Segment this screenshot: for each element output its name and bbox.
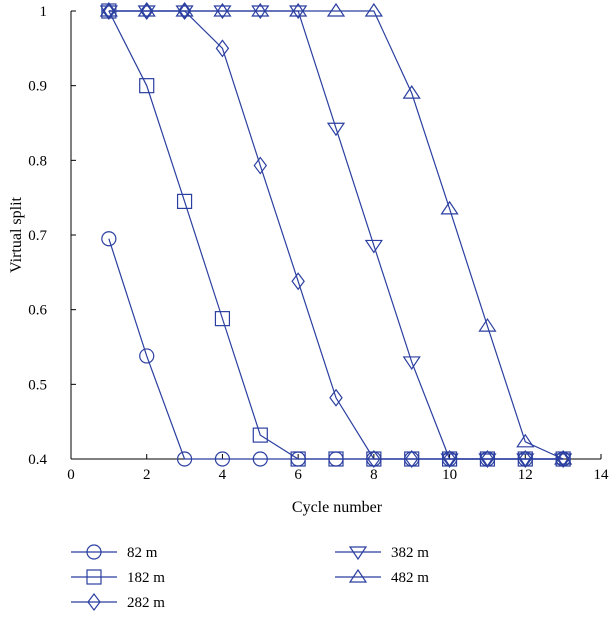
series-82m xyxy=(101,231,571,467)
x-tick-label: 8 xyxy=(370,467,378,483)
series-382m-point xyxy=(554,453,573,468)
series-482m-point xyxy=(478,318,497,332)
series-82m-point xyxy=(139,348,155,364)
series-182m-point xyxy=(176,193,193,209)
series-182m-line xyxy=(108,10,564,460)
series-182m-point xyxy=(252,427,268,443)
series-482m-point xyxy=(213,2,232,17)
y-tick-label: 0.9 xyxy=(28,79,47,95)
series-482m-point xyxy=(289,2,308,17)
series-282m-point xyxy=(215,39,230,58)
legend-82m: 82 m xyxy=(71,544,158,561)
series-282m xyxy=(102,1,570,468)
series-482m-point xyxy=(326,2,346,17)
y-tick-label: 0.6 xyxy=(28,303,47,319)
series-82m-point xyxy=(176,451,193,467)
legend-482m-point xyxy=(348,568,368,583)
axes: 0 2 4 6 8 10 12 14 0.4 0.5 0.6 0.7 0.8 0.9 1 xyxy=(28,4,609,483)
legend: 82 m 182 m 282 m 382 m 482 m xyxy=(71,544,429,611)
series-182m-point xyxy=(290,451,306,467)
series-382m-point xyxy=(99,5,118,20)
series-382m-point xyxy=(251,5,270,20)
legend-282m-point xyxy=(87,593,101,611)
y-tick-label: 0.4 xyxy=(28,452,47,468)
y-axis-title: Virtual split xyxy=(8,196,25,272)
legend-82m-label: 82 m xyxy=(127,545,158,561)
series-382m-point xyxy=(137,5,156,20)
series-482m-point xyxy=(137,2,156,17)
series-282m-point xyxy=(367,450,381,468)
series-82m-point xyxy=(214,451,231,467)
series-382m-point xyxy=(326,122,346,137)
series-482m-point xyxy=(440,200,459,215)
series-482m-point xyxy=(554,450,573,465)
series-482m-point xyxy=(364,2,383,17)
series-382m-point xyxy=(213,5,232,20)
series-282m-line xyxy=(108,10,564,460)
legend-382m-label: 382 m xyxy=(391,545,429,561)
series-382m-line xyxy=(108,10,564,460)
series-382m-point xyxy=(440,453,459,468)
series-382m-point xyxy=(478,453,497,468)
x-axis-title: Cycle number xyxy=(292,499,383,516)
series-82m-point xyxy=(252,451,268,467)
series-382m-point xyxy=(289,5,308,20)
x-tick-label: 2 xyxy=(143,467,151,483)
series-282m-point xyxy=(404,450,419,468)
x-tick-label: 14 xyxy=(594,467,610,483)
legend-382m-point xyxy=(348,546,368,561)
series-482m-point xyxy=(402,85,421,99)
legend-82m-point xyxy=(86,544,102,560)
series-482m-line xyxy=(108,10,564,460)
series-482m-point xyxy=(175,2,194,17)
legend-282m-label: 282 m xyxy=(127,595,165,611)
series-482m-point xyxy=(251,2,270,17)
series-482m-point xyxy=(516,433,535,448)
series-182m-point xyxy=(328,451,344,467)
series-482m-point xyxy=(99,2,118,17)
legend-482m-label: 482 m xyxy=(391,570,429,586)
legend-482m: 482 m xyxy=(335,568,429,586)
legend-282m: 282 m xyxy=(71,593,165,611)
series-layer xyxy=(99,1,573,468)
series-282m-point xyxy=(291,272,305,291)
x-tick-label: 0 xyxy=(67,467,75,483)
series-282m-point xyxy=(329,388,343,407)
series-382m-point xyxy=(175,5,194,20)
series-182m-point xyxy=(214,311,231,327)
series-482m xyxy=(99,2,573,465)
series-82m-point xyxy=(101,231,117,247)
x-tick-label: 12 xyxy=(518,467,533,483)
series-382m-point xyxy=(364,239,383,254)
series-382m-point xyxy=(516,453,535,468)
series-382m-point xyxy=(402,356,421,371)
legend-182m-point xyxy=(86,569,102,585)
series-282m-point xyxy=(253,156,268,175)
y-tick-label: 0.7 xyxy=(28,228,47,244)
y-tick-label: 0.5 xyxy=(28,377,47,393)
x-tick-label: 6 xyxy=(294,467,302,483)
y-tick-label: 0.8 xyxy=(28,153,47,169)
series-182m-point xyxy=(139,78,155,94)
legend-182m: 182 m xyxy=(71,569,165,586)
y-tick-label: 1 xyxy=(40,4,48,20)
x-tick-label: 10 xyxy=(442,467,457,483)
legend-382m: 382 m xyxy=(335,545,429,561)
legend-182m-label: 182 m xyxy=(127,570,165,586)
x-tick-label: 4 xyxy=(219,467,227,483)
